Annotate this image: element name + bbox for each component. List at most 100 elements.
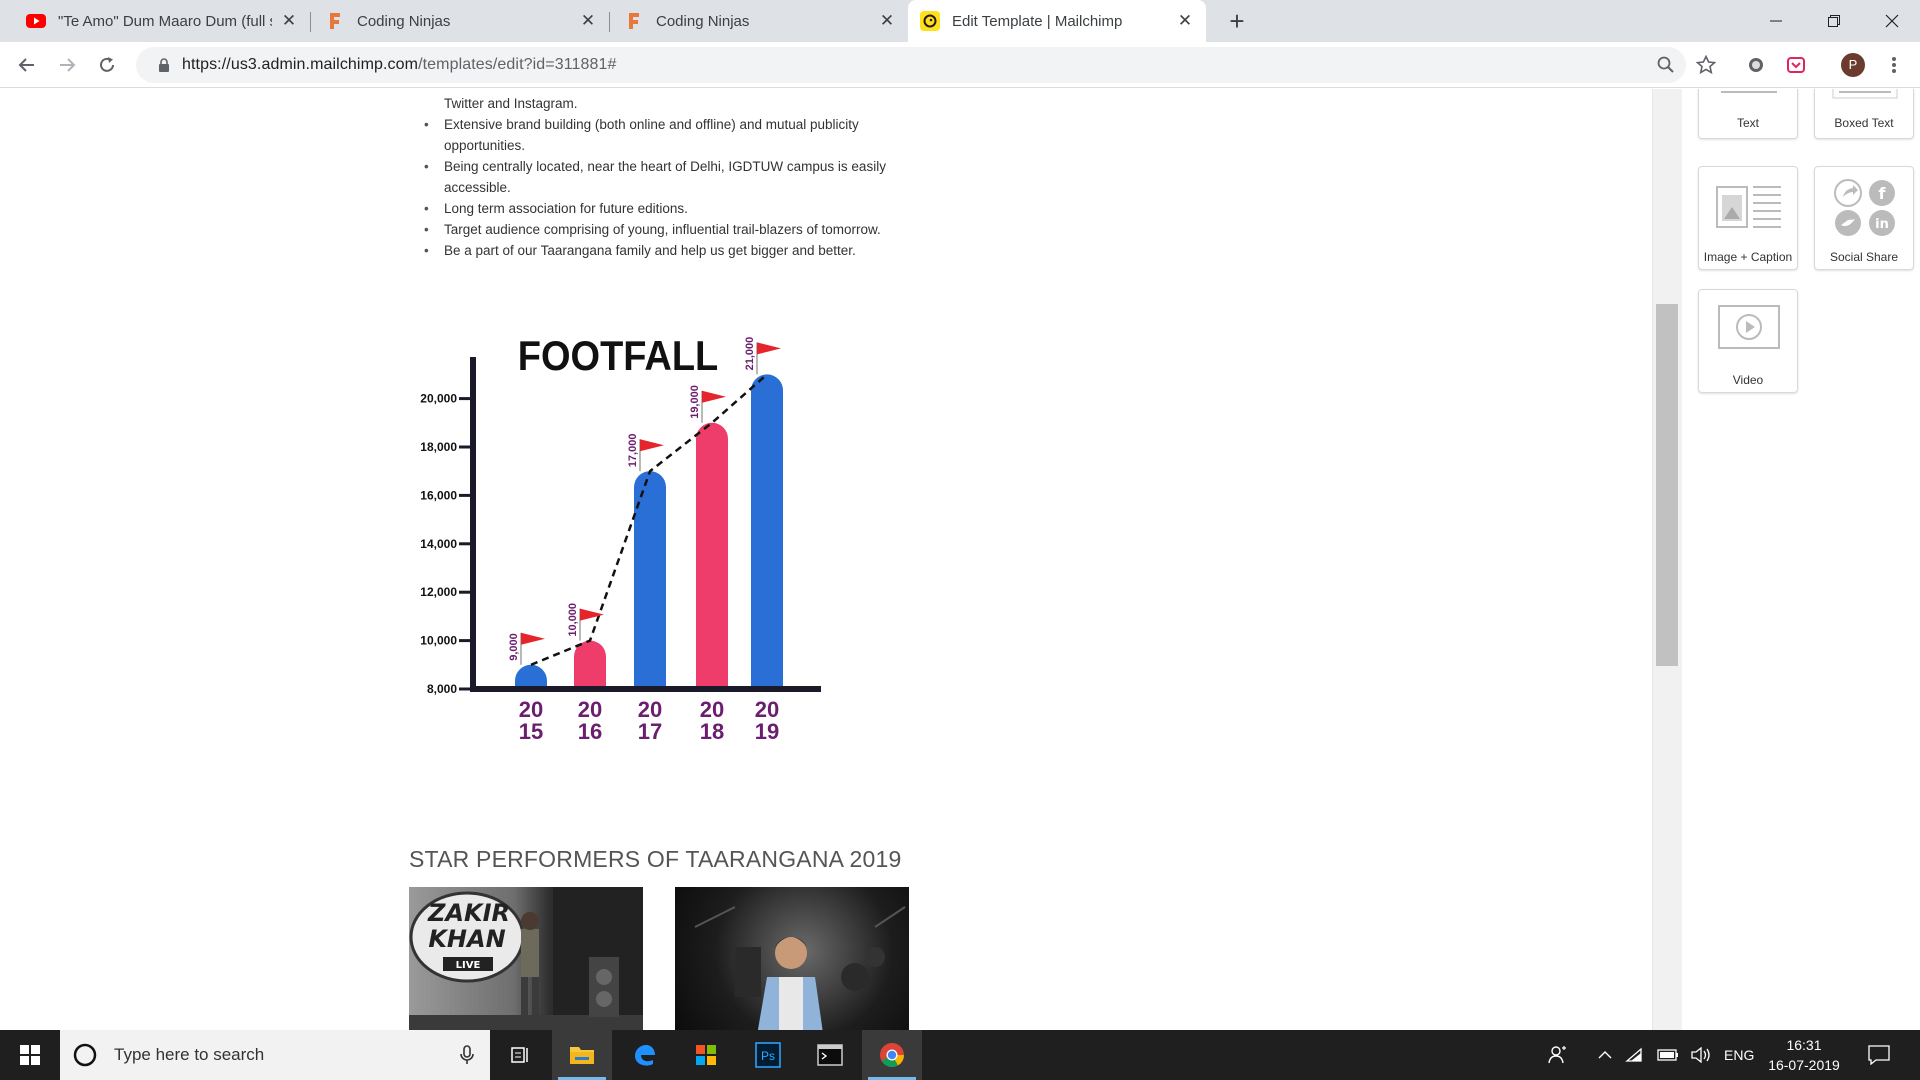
block-label: Video <box>1732 373 1764 387</box>
x-tick-label-top: 20 <box>578 697 602 722</box>
value-label: 10,000 <box>567 603 579 637</box>
svg-text:Ps: Ps <box>761 1049 775 1063</box>
pocket-extension-icon[interactable] <box>1780 49 1812 81</box>
search-placeholder: Type here to search <box>114 1045 265 1064</box>
taskbar-clock[interactable]: 16:31 16-07-2019 <box>1758 1035 1850 1075</box>
performer-photo-2[interactable] <box>675 887 909 1030</box>
taskbar-search-box[interactable]: Type here to search <box>60 1030 490 1080</box>
block-label: Social Share <box>1829 250 1899 264</box>
tab-coding-ninjas-1[interactable]: Coding Ninjas ✕ <box>313 0 609 42</box>
page-viewport: Twitter and Instagram. Extensive brand b… <box>0 89 1920 1030</box>
photoshop-icon[interactable]: Ps <box>738 1030 798 1080</box>
close-window-button[interactable] <box>1863 0 1920 42</box>
svg-text:f: f <box>1879 184 1887 203</box>
tab-mailchimp[interactable]: Edit Template | Mailchimp ✕ <box>908 0 1206 42</box>
windows-start-button[interactable] <box>0 1030 60 1080</box>
scrollbar-thumb[interactable] <box>1656 304 1678 666</box>
bar-2017[interactable] <box>634 471 666 686</box>
wifi-icon[interactable] <box>1625 1030 1645 1080</box>
video-block-icon <box>1718 305 1780 349</box>
y-tick-label: 18,000 <box>420 440 457 454</box>
microphone-icon[interactable] <box>460 1045 474 1065</box>
star-performers-heading: STAR PERFORMERS OF TAARANGANA 2019 <box>409 846 902 872</box>
tab-strip: "Te Amo" Dum Maaro Dum (full s ✕ Coding … <box>0 0 1920 42</box>
flag-icon <box>580 608 604 621</box>
list-item: Long term association for future edition… <box>408 198 928 219</box>
clock-time: 16:31 <box>1786 1037 1822 1053</box>
footfall-chart[interactable]: FOOTFALL 8,000 10,000 12,000 14,000 16,000 18… <box>400 299 900 884</box>
bar-2015[interactable] <box>515 664 547 686</box>
tab-title: Coding Ninjas <box>357 12 451 30</box>
menu-dots-icon[interactable] <box>1878 49 1910 81</box>
chart-title: FOOTFALL <box>518 334 718 380</box>
bar-2019[interactable] <box>751 374 783 686</box>
people-icon[interactable] <box>1548 1030 1568 1080</box>
zakir-khan-image: ZAKIR KHAN LIVE <box>409 887 643 1030</box>
bookmark-star-icon[interactable] <box>1690 49 1722 81</box>
new-tab-button[interactable]: + <box>1229 6 1245 36</box>
language-indicator[interactable]: ENG <box>1724 1047 1755 1063</box>
value-label: 9,000 <box>508 633 520 661</box>
address-bar[interactable]: https://us3.admin.mailchimp.com/template… <box>136 47 1686 83</box>
edge-browser-icon[interactable] <box>614 1030 674 1080</box>
chevron-up-icon[interactable] <box>1598 1030 1612 1080</box>
flag-icon <box>521 632 545 645</box>
minimize-button[interactable] <box>1747 0 1805 42</box>
tab-title: Coding Ninjas <box>656 12 750 30</box>
volume-icon[interactable] <box>1690 1030 1712 1080</box>
reload-button[interactable] <box>91 49 123 81</box>
restore-button[interactable] <box>1805 0 1863 42</box>
value-label: 17,000 <box>627 434 639 468</box>
notification-icon[interactable] <box>1868 1030 1890 1080</box>
profile-avatar[interactable]: P <box>1841 53 1865 77</box>
task-view-icon[interactable] <box>490 1030 550 1080</box>
bar-2018[interactable] <box>696 422 728 686</box>
tab-coding-ninjas-2[interactable]: Coding Ninjas ✕ <box>612 0 908 42</box>
forward-button[interactable] <box>51 49 83 81</box>
content-block-video[interactable]: Video <box>1698 289 1798 393</box>
close-tab-icon[interactable]: ✕ <box>879 11 895 30</box>
content-block-text[interactable]: Text <box>1698 89 1798 139</box>
close-tab-icon[interactable]: ✕ <box>580 11 596 30</box>
coding-ninjas-icon <box>624 11 644 31</box>
file-explorer-icon[interactable] <box>552 1030 612 1080</box>
image-caption-block-icon <box>1716 186 1781 228</box>
performer-photo-zakir-khan[interactable]: ZAKIR KHAN LIVE <box>409 887 643 1030</box>
logo-text-zakir: ZAKIR <box>427 899 510 927</box>
x-tick-label-bottom: 18 <box>700 719 724 744</box>
list-item: Target audience comprising of young, inf… <box>408 219 928 240</box>
browser-toolbar: https://us3.admin.mailchimp.com/template… <box>0 42 1920 88</box>
battery-icon[interactable] <box>1657 1030 1679 1080</box>
url-text: https://us3.admin.mailchimp.com/template… <box>182 56 617 74</box>
back-button[interactable] <box>11 49 43 81</box>
zoom-icon[interactable] <box>1650 49 1682 81</box>
y-tick-label: 10,000 <box>420 634 457 648</box>
content-block-image-caption[interactable]: Image + Caption <box>1698 166 1798 270</box>
store-icon[interactable] <box>676 1030 736 1080</box>
close-tab-icon[interactable]: ✕ <box>1177 11 1193 30</box>
tab-youtube[interactable]: "Te Amo" Dum Maaro Dum (full s ✕ <box>14 0 310 42</box>
x-tick-label-bottom: 16 <box>578 719 602 744</box>
bar-2016[interactable] <box>574 640 606 686</box>
mailchimp-icon <box>920 11 940 31</box>
block-label: Text <box>1736 116 1759 130</box>
tab-separator <box>310 12 311 32</box>
x-tick-label-top: 20 <box>638 697 662 722</box>
content-block-boxed-text[interactable]: Boxed Text <box>1814 89 1914 139</box>
list-item: Extensive brand building (both online an… <box>408 114 928 156</box>
x-tick-label-bottom: 15 <box>519 719 543 744</box>
x-tick-label-bottom: 19 <box>755 719 779 744</box>
y-tick-label: 16,000 <box>420 488 457 502</box>
list-item: Be a part of our Taarangana family and h… <box>408 240 928 261</box>
clock-date: 16-07-2019 <box>1768 1057 1840 1073</box>
value-label: 21,000 <box>744 337 756 371</box>
content-block-social-share[interactable]: f in Social Share <box>1814 166 1914 270</box>
flag-icon <box>757 342 781 355</box>
extension-circle-icon[interactable] <box>1740 49 1772 81</box>
terminal-icon[interactable] <box>800 1030 860 1080</box>
coding-ninjas-icon <box>325 11 345 31</box>
chrome-icon[interactable] <box>862 1030 922 1080</box>
footfall-chart-svg: FOOTFALL 8,000 10,000 12,000 14,000 16,000 18… <box>420 334 821 744</box>
windows-taskbar: Type here to search Ps ENG 16:31 <box>0 1030 1920 1080</box>
close-tab-icon[interactable]: ✕ <box>281 11 297 30</box>
